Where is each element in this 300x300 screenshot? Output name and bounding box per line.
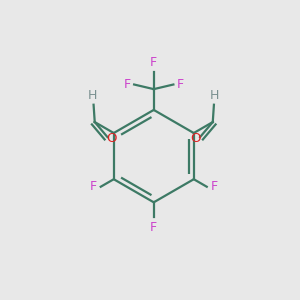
Text: F: F [211, 180, 218, 193]
Text: O: O [191, 132, 201, 145]
Text: F: F [176, 78, 184, 91]
Text: F: F [150, 56, 157, 69]
Text: H: H [210, 89, 219, 102]
Text: O: O [106, 132, 117, 145]
Text: F: F [124, 78, 131, 91]
Text: F: F [89, 180, 97, 193]
Text: F: F [150, 221, 157, 235]
Text: H: H [88, 89, 98, 102]
